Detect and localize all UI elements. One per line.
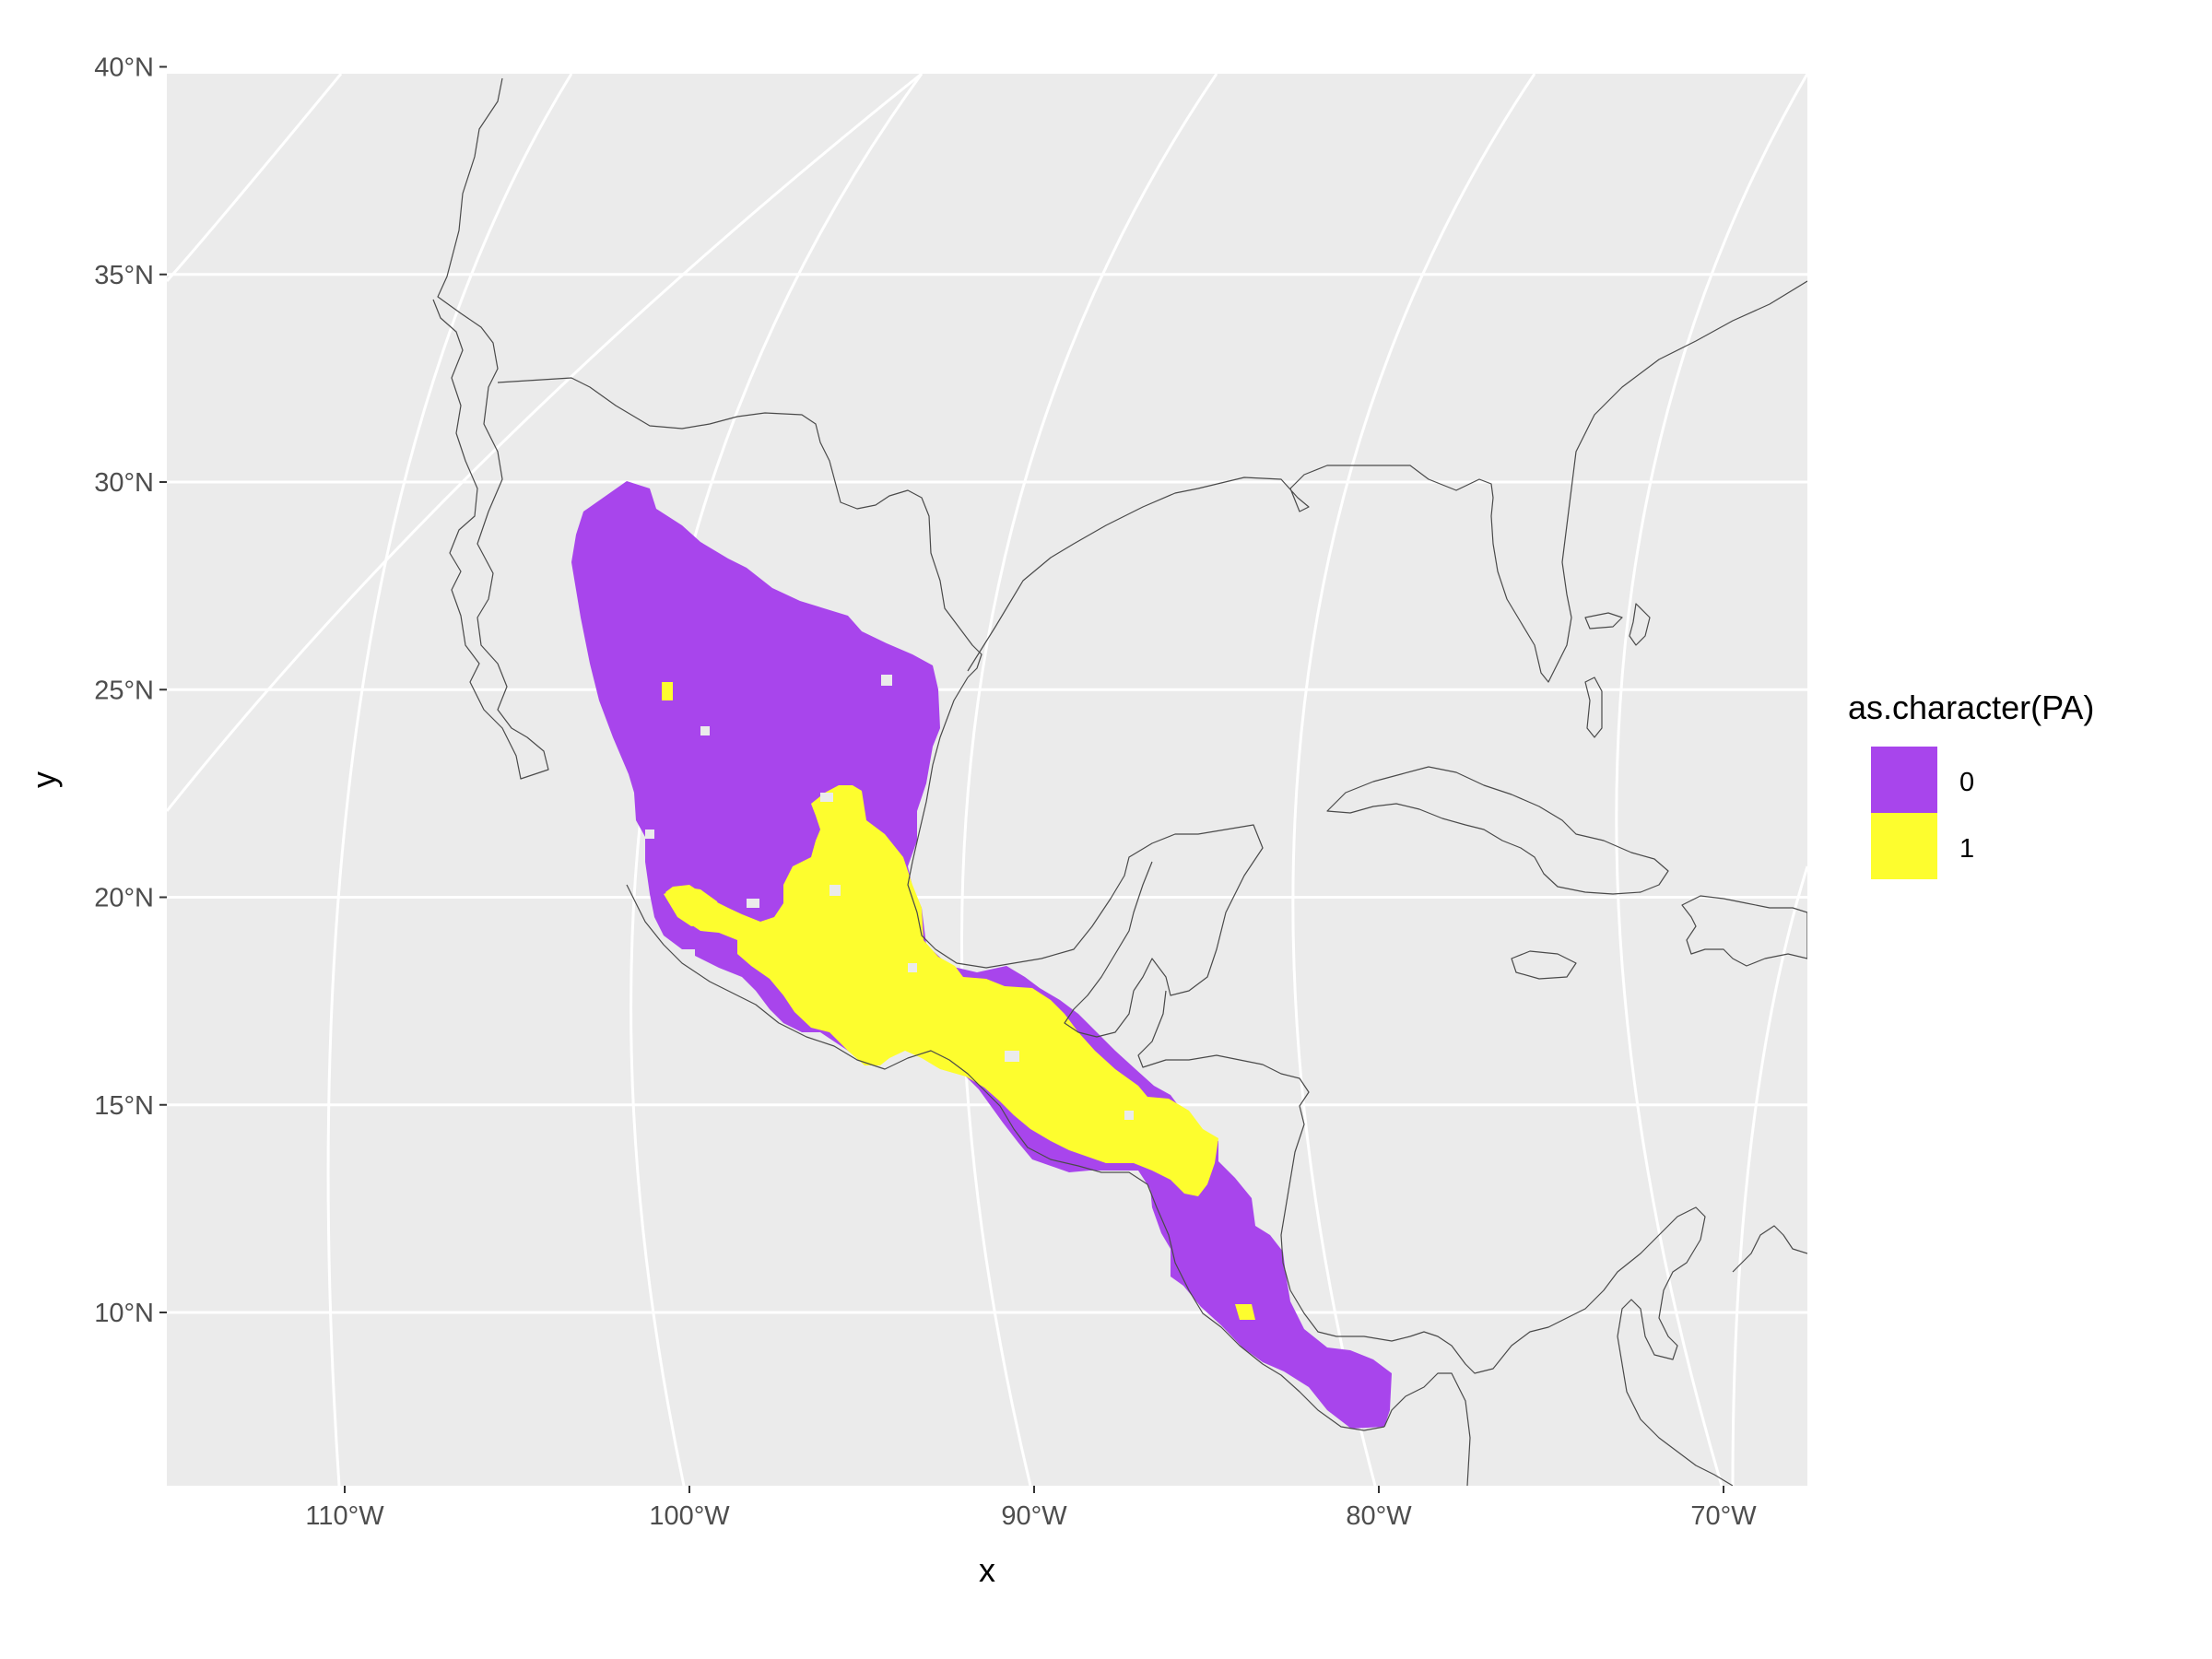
legend-title: as.character(PA): [1848, 688, 2094, 726]
jamaica-outline: [1511, 950, 1577, 980]
us-gulf-coast: [967, 280, 1807, 683]
y-axis: 10°N 15°N 20°N 25°N 30°N 35°N 40°N: [94, 53, 167, 1328]
mexico-us-border: [497, 377, 982, 678]
meridian-90w: [1291, 74, 1536, 1486]
venezuela-outline: [1732, 1225, 1807, 1273]
x-tick-label: 70°W: [1690, 1501, 1757, 1531]
coastlines: [432, 77, 1807, 1486]
y-tick-label: 15°N: [94, 1091, 154, 1121]
y-tick-label: 25°N: [94, 676, 154, 705]
panel-background: [167, 74, 1807, 1486]
y-tick-label: 35°N: [94, 261, 154, 290]
y-tick-label: 20°N: [94, 884, 154, 913]
presence-region-costa-rica: [1235, 1304, 1255, 1320]
y-tick-label: 40°N: [94, 53, 154, 83]
presence-region-west: [664, 887, 724, 926]
bahamas-outline: [1584, 603, 1651, 738]
raster-gaps: [645, 675, 1134, 1120]
meridian-80w: [1731, 865, 1807, 1486]
legend: as.character(PA) 0 1: [1848, 688, 2094, 879]
meridian-105w: [326, 74, 573, 1486]
x-tick-label: 80°W: [1346, 1501, 1412, 1531]
y-tick-label: 10°N: [94, 1299, 154, 1328]
x-tick-label: 110°W: [305, 1501, 384, 1531]
legend-key-1: [1871, 813, 1937, 879]
meridian-95w: [960, 74, 1218, 1486]
cuba-outline: [1326, 766, 1669, 895]
x-tick-label: 90°W: [1001, 1501, 1067, 1531]
x-axis-title: x: [979, 1551, 995, 1589]
meridian-85w: [1615, 74, 1807, 1486]
legend-label-0: 0: [1959, 768, 1974, 797]
latitude-gridlines: [167, 273, 1807, 1314]
legend-label-1: 1: [1959, 834, 1974, 864]
mexico-gulf-coast: [907, 677, 1264, 996]
baja-california-outline: [432, 77, 549, 780]
y-axis-title: y: [25, 771, 63, 788]
meridian-115w: [167, 74, 343, 282]
presence-region-main: [665, 785, 1218, 1196]
x-tick-label: 100°W: [649, 1501, 730, 1531]
panama-colombia-outline: [1383, 1206, 1734, 1486]
y-tick-label: 30°N: [94, 468, 154, 498]
hispaniola-outline: [1681, 895, 1807, 967]
yucatan-outline: [1064, 861, 1153, 1038]
central-america-pacific-coast: [626, 884, 1385, 1431]
presence-region-dot: [662, 682, 673, 700]
legend-key-0: [1871, 747, 1937, 813]
pa-raster: [571, 481, 1392, 1429]
meridian-110w: [167, 74, 923, 812]
x-axis: 110°W 100°W 90°W 80°W 70°W: [305, 1486, 1757, 1531]
central-america-caribbean-coast: [1137, 990, 1411, 1342]
